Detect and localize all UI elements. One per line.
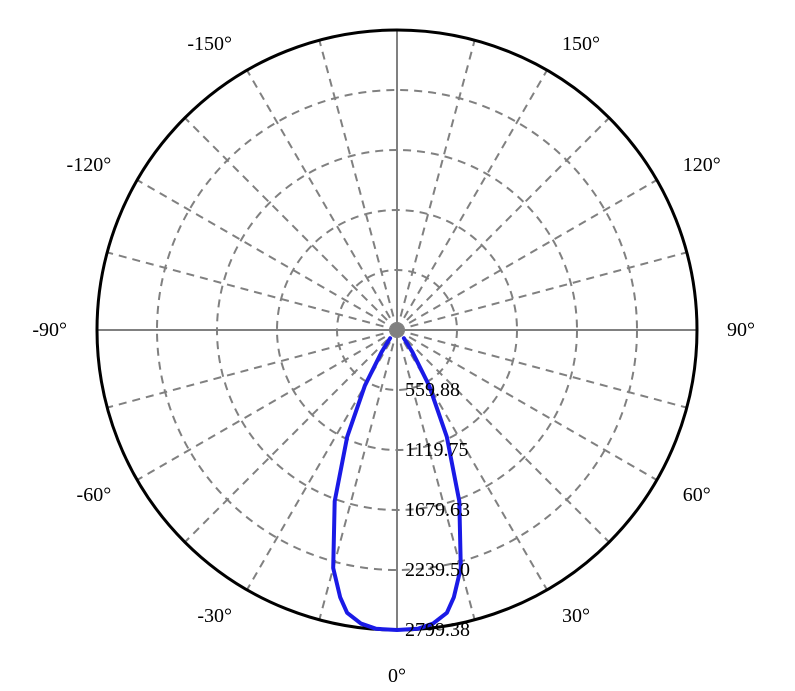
angle-label: 120° xyxy=(683,154,721,176)
angle-label: 150° xyxy=(562,33,600,55)
angle-label: 0° xyxy=(388,665,406,687)
angle-label: 30° xyxy=(562,605,590,627)
polar-grid xyxy=(97,30,697,630)
angle-label: 90° xyxy=(727,319,755,341)
polar-angle-labels: ±180°150°120°90°60°30°0°-30°-60°-90°-120… xyxy=(32,0,755,687)
polar-radius-labels: 559.88 1119.75 1679.63 2239.50 2799.38 xyxy=(405,379,470,641)
angle-label: -90° xyxy=(32,319,67,341)
radius-label: 2239.50 xyxy=(405,559,470,581)
angle-label: -30° xyxy=(197,605,232,627)
angle-label: -120° xyxy=(67,154,112,176)
radius-label: 559.88 xyxy=(405,379,460,401)
angle-label: -150° xyxy=(187,33,232,55)
polar-chart: ±180°150°120°90°60°30°0°-30°-60°-90°-120… xyxy=(0,0,795,691)
radius-label: 1679.63 xyxy=(405,499,470,521)
angle-label: -60° xyxy=(77,484,112,506)
angle-label: 60° xyxy=(683,484,711,506)
radius-label: 1119.75 xyxy=(405,439,469,461)
radius-label: 2799.38 xyxy=(405,619,470,641)
